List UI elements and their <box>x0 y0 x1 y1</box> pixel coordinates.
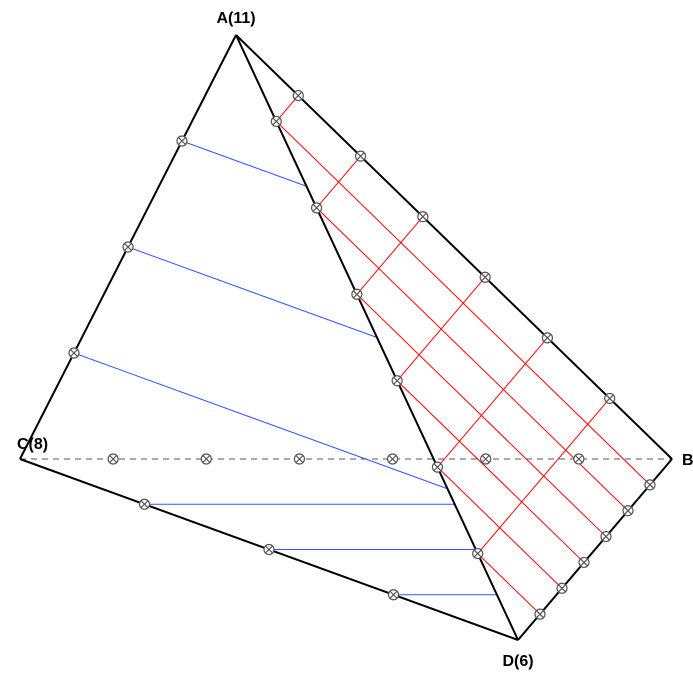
tick-marker <box>140 499 150 509</box>
tick-marker <box>542 333 552 343</box>
red-line <box>478 554 540 615</box>
tick-marker <box>473 549 483 559</box>
tick-marker <box>480 272 490 282</box>
red-hatching <box>276 96 650 615</box>
blue-line <box>128 247 377 338</box>
red-line <box>437 338 547 467</box>
tick-marker <box>535 609 545 619</box>
red-line <box>317 208 628 511</box>
red-line <box>357 294 606 536</box>
red-line <box>276 121 650 484</box>
tick-marker <box>579 557 589 567</box>
tick-marker <box>312 203 322 213</box>
tick-marker <box>574 454 584 464</box>
blue-line <box>74 353 448 489</box>
blue-hatching <box>74 141 497 595</box>
tick-marker <box>108 454 118 464</box>
tick-marker <box>389 590 399 600</box>
tick-marker <box>392 376 402 386</box>
vertex-label-C: C(8) <box>17 436 48 453</box>
tick-marker <box>623 506 633 516</box>
tick-marker <box>177 136 187 146</box>
tick-marker <box>481 454 491 464</box>
tick-marker <box>264 545 274 555</box>
red-line <box>397 381 584 563</box>
tick-marker <box>123 242 133 252</box>
tetrahedron-diagram: A(11) B(3) C(8) D(6) <box>0 0 693 700</box>
red-line <box>357 217 423 295</box>
tick-marker <box>388 454 398 464</box>
vertex-label-B: B(3) <box>682 452 693 469</box>
tick-marker <box>352 289 362 299</box>
vertex-labels: A(11) B(3) C(8) D(6) <box>17 10 693 670</box>
tick-marker <box>293 91 303 101</box>
vertex-label-A: A(11) <box>216 10 255 27</box>
tick-marker <box>271 116 281 126</box>
tick-marker <box>601 532 611 542</box>
tick-marker <box>201 454 211 464</box>
tick-marker <box>557 583 567 593</box>
tick-marker <box>418 212 428 222</box>
tick-marker <box>69 348 79 358</box>
tick-markers <box>69 91 655 620</box>
tick-marker <box>645 480 655 490</box>
tick-marker <box>605 393 615 403</box>
red-line <box>437 467 562 588</box>
tick-marker <box>356 151 366 161</box>
tick-marker <box>432 462 442 472</box>
tick-marker <box>294 454 304 464</box>
vertex-label-D: D(6) <box>502 653 533 670</box>
